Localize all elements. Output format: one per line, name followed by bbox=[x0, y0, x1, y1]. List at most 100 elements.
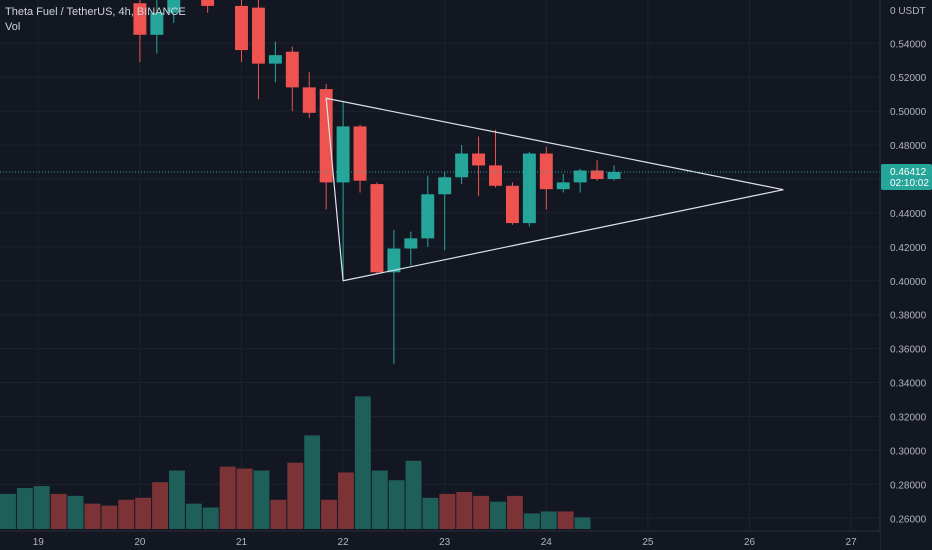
symbol-title[interactable]: Theta Fuel / TetherUS, 4h, BINANCE bbox=[5, 6, 186, 18]
candle bbox=[590, 160, 604, 181]
candle-body bbox=[522, 153, 536, 224]
candle-body bbox=[235, 5, 248, 51]
candle bbox=[573, 168, 587, 193]
candle-body bbox=[404, 238, 418, 249]
candle-body bbox=[539, 153, 553, 190]
volume-bar bbox=[253, 470, 270, 529]
candle-body bbox=[556, 182, 570, 190]
candle-body bbox=[336, 126, 350, 183]
price-tick-label: 0.30000 bbox=[890, 446, 927, 457]
candle-body bbox=[167, 0, 181, 13]
candle bbox=[505, 182, 519, 225]
price-tick-label: 0.42000 bbox=[890, 243, 927, 254]
price-tick-label: 0.44000 bbox=[890, 209, 927, 220]
volume-bar bbox=[169, 470, 185, 529]
candle bbox=[607, 165, 621, 181]
candle bbox=[285, 46, 299, 112]
candle bbox=[319, 83, 333, 210]
price-tick-label: 0.48000 bbox=[890, 141, 927, 152]
candle-body bbox=[302, 87, 316, 113]
time-tick-label: 26 bbox=[744, 537, 756, 548]
volume-bar bbox=[490, 501, 506, 529]
price-tick-label: 0.50000 bbox=[890, 107, 927, 118]
candle bbox=[201, 0, 215, 13]
volume-bar bbox=[152, 482, 168, 529]
last-price-badge-bg bbox=[881, 163, 932, 190]
candle-body bbox=[505, 185, 519, 224]
volume-bar bbox=[118, 499, 135, 529]
triangle-drawing[interactable] bbox=[325, 97, 784, 282]
candle-body bbox=[387, 248, 401, 273]
candle-body bbox=[133, 3, 147, 35]
candle-body bbox=[251, 7, 265, 64]
volume-bar bbox=[33, 486, 50, 529]
candle bbox=[489, 129, 502, 188]
candle-body bbox=[421, 194, 435, 239]
time-axis-background bbox=[0, 531, 880, 550]
candle-countdown: 02:10:02 bbox=[890, 178, 929, 189]
candle bbox=[522, 151, 536, 227]
candle-body bbox=[607, 172, 621, 179]
time-tick-label: 24 bbox=[541, 537, 553, 548]
candle bbox=[370, 182, 384, 274]
volume-bar bbox=[439, 493, 456, 529]
time-tick-label: 22 bbox=[338, 537, 350, 548]
symmetrical-triangle[interactable] bbox=[325, 97, 784, 282]
candle bbox=[455, 145, 469, 185]
volume-bar bbox=[354, 396, 371, 529]
price-tick-label: 0.26000 bbox=[890, 514, 927, 525]
volume-bar bbox=[523, 513, 540, 529]
candle-body bbox=[150, 12, 164, 35]
price-tick-label: 0.54000 bbox=[890, 39, 927, 50]
candle bbox=[539, 146, 553, 210]
price-tick-label: 0.34000 bbox=[890, 379, 927, 390]
candle bbox=[404, 231, 418, 266]
volume-bar bbox=[202, 507, 219, 529]
volume-bar bbox=[270, 499, 287, 529]
volume-bar bbox=[236, 468, 253, 529]
price-tick-label: 0.40000 bbox=[890, 277, 927, 288]
volume-bar bbox=[0, 493, 16, 529]
time-axis[interactable]: 19 20 21 22 23 24 25 26 27 bbox=[0, 530, 880, 550]
volume-bar bbox=[16, 488, 33, 529]
price-tick-label: 0.36000 bbox=[890, 345, 927, 356]
time-tick-label: 27 bbox=[846, 537, 858, 548]
price-tick-label: 0.38000 bbox=[890, 311, 927, 322]
volume-bar bbox=[135, 497, 152, 529]
grid-lines bbox=[0, 0, 880, 531]
candle bbox=[133, 0, 147, 62]
volume-bar bbox=[574, 517, 591, 529]
volume-bar bbox=[101, 505, 118, 529]
candle-body bbox=[438, 177, 452, 195]
candle bbox=[387, 229, 401, 364]
time-tick-label: 20 bbox=[134, 537, 146, 548]
price-axis-background bbox=[880, 0, 932, 550]
candle bbox=[268, 41, 282, 83]
price-axis[interactable]: 0.26000 0.28000 0.30000 0.32000 0.34000 0.360… bbox=[879, 0, 932, 550]
volume-bar bbox=[321, 499, 337, 529]
volume-bar bbox=[50, 493, 67, 529]
candle-body bbox=[573, 170, 587, 183]
price-unit-label[interactable]: 0 USDT bbox=[890, 6, 926, 17]
volume-bar bbox=[67, 495, 84, 529]
volume-bar bbox=[84, 503, 101, 529]
price-tick-label: 0.32000 bbox=[890, 412, 927, 423]
volume-label[interactable]: Vol bbox=[5, 21, 21, 33]
volume-bar bbox=[371, 470, 388, 529]
candle-body bbox=[590, 170, 604, 179]
candle bbox=[167, 0, 181, 23]
volume-bars bbox=[0, 396, 591, 529]
volume-bar bbox=[338, 472, 354, 529]
candle-body bbox=[268, 55, 282, 64]
candle bbox=[150, 0, 164, 54]
candle bbox=[251, 0, 265, 100]
volume-bar bbox=[540, 511, 557, 529]
candle-body bbox=[370, 184, 384, 273]
last-price-value: 0.46412 bbox=[890, 167, 927, 178]
candle bbox=[235, 0, 248, 62]
candle-body bbox=[489, 165, 502, 186]
price-tick-label: 0.52000 bbox=[890, 73, 927, 84]
chart-legend: Theta Fuel / TetherUS, 4h, BINANCE Vol bbox=[5, 5, 186, 35]
